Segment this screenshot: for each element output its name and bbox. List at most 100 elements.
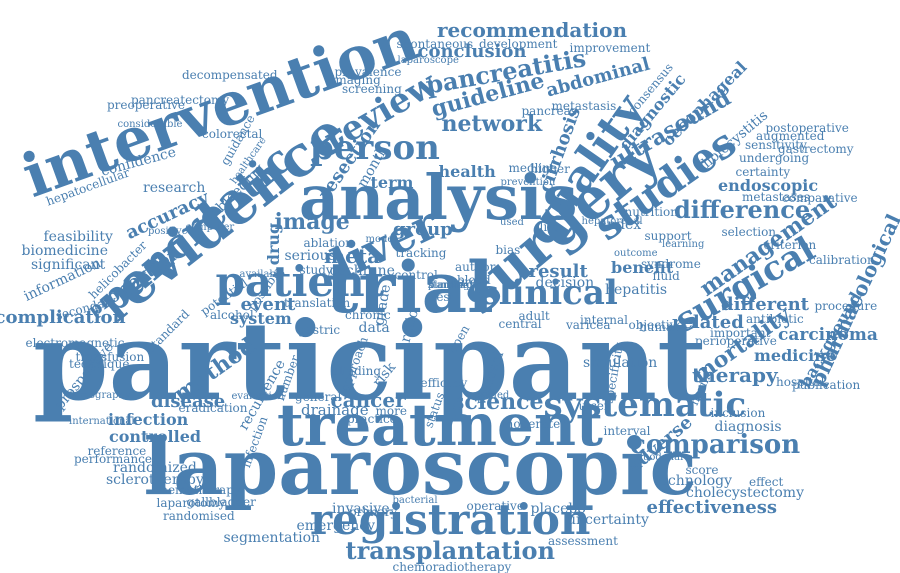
word-general-85: general xyxy=(295,390,342,404)
word-operative-90: operative xyxy=(466,499,524,513)
word-inclusion-181: inclusion xyxy=(710,406,766,420)
word-criterion-99: criterion xyxy=(763,238,817,252)
word-difference-26: difference xyxy=(674,195,811,224)
word-randomized-56: randomized xyxy=(113,460,197,476)
word-performance-97: performance xyxy=(74,452,153,466)
word-computer-187: computer xyxy=(185,222,235,233)
word-standard-212: standard xyxy=(427,280,473,291)
word-network-21: network xyxy=(441,111,543,137)
word-metastases-108: metastases xyxy=(742,190,811,204)
word-serious-83: serious xyxy=(284,248,336,264)
word-higher-207: higher xyxy=(530,162,570,176)
word-procedure-101: procedure xyxy=(814,299,878,313)
word-related-50: related xyxy=(672,312,744,333)
word-learning-201: learning xyxy=(662,239,705,250)
word-image-32: image xyxy=(274,209,350,235)
word-considerable-127: considerable xyxy=(117,119,183,130)
word-carcinoma-49: carcinoma xyxy=(778,324,878,345)
word-outcome-200: outcome xyxy=(614,248,658,259)
word-trial-6: trial xyxy=(326,246,494,329)
word-uncertainty-60: uncertainty xyxy=(567,512,649,528)
word-study-165: study xyxy=(299,263,333,277)
word-screening-116: screening xyxy=(342,82,402,96)
word-international-134: international xyxy=(69,416,135,427)
word-spontaneous-118: spontaneous xyxy=(396,37,474,51)
word-publication-100: publication xyxy=(792,378,861,392)
word-effectiveness-41: effectiveness xyxy=(646,497,778,518)
word-different-47: different xyxy=(721,294,809,315)
word-development-119: development xyxy=(479,37,558,51)
word-comparison-25: comparison xyxy=(630,430,801,460)
word-benefit-71: benefit xyxy=(611,258,674,277)
word-postoperative-110: postoperative xyxy=(765,121,849,135)
word-life-158: life xyxy=(539,220,559,234)
word-model-167: model xyxy=(365,234,397,245)
word-term-162: term xyxy=(370,173,414,192)
word-control-155: control xyxy=(394,268,438,282)
word-decision-141: decision xyxy=(535,275,595,291)
word-funding-210: funding xyxy=(430,280,470,291)
word-chemoradiotherapy-65: chemoradiotherapy xyxy=(392,560,512,573)
word-decompensated-80: decompensated xyxy=(182,68,278,82)
word-group-69: group xyxy=(393,219,453,240)
word-drug-163: drug xyxy=(264,222,284,266)
word-antibiotic-103: antibiotic xyxy=(746,312,804,326)
word-cholecystectomy-59: cholecystectomy xyxy=(686,485,804,501)
word-biomedicine-75: biomedicine xyxy=(21,243,109,259)
word-recommendation-22: recommendation xyxy=(437,18,628,42)
word-varicea-145: varicea xyxy=(566,318,611,332)
word-gallbladder-63: gallbladder xyxy=(186,495,256,509)
word-significant-77: significant xyxy=(31,257,106,273)
word-nutrition-198: nutrition xyxy=(624,205,678,219)
word-planning-211: planning xyxy=(428,280,473,291)
word-analysis-5: analysis xyxy=(299,161,578,234)
word-perioperative-179: perioperative xyxy=(695,334,777,348)
word-data-166: data xyxy=(358,320,390,336)
word-transfusion-130: transfusion xyxy=(75,350,145,364)
word-emergency-61: emergency xyxy=(296,518,376,534)
word-infection-54: infection xyxy=(108,410,189,429)
word-gastrectomy-112: gastrectomy xyxy=(778,142,854,156)
word-score-173: score xyxy=(685,463,719,477)
word-drainage-84: drainage xyxy=(301,400,369,419)
word-positive-188: positive xyxy=(148,226,188,237)
word-patient-11: patient xyxy=(215,257,385,306)
word-prevalence-117: prevalence xyxy=(334,65,402,79)
word-primary-89: primary xyxy=(349,505,398,519)
word-preoperative-126: preoperative xyxy=(107,98,185,112)
word-undergoing-106: undergoing xyxy=(739,151,810,165)
word-cochrane-164: cochrane xyxy=(329,263,395,279)
word-registration-9: registration xyxy=(310,495,591,544)
word-endoscopic-46: endoscopic xyxy=(718,176,819,195)
word-effect-172: effect xyxy=(749,475,784,489)
word-transplantation-27: transplantation xyxy=(345,536,555,565)
word-electromagnetic-132: electromagnetic xyxy=(25,336,125,350)
word-metastasis-184: metastasis xyxy=(551,99,617,113)
word-central-146: central xyxy=(498,317,542,331)
word-practice-150: practice xyxy=(347,412,397,426)
word-technique-128: technique xyxy=(69,357,130,371)
word-event-66: event xyxy=(240,294,296,315)
word-science-34: science xyxy=(452,389,544,415)
word-calibration-102: calibration xyxy=(809,253,875,267)
word-index-197: index xyxy=(602,217,642,233)
word-blood-156: blood xyxy=(457,273,491,287)
word-hepatitis-142: hepatitis xyxy=(605,282,668,298)
word-meta-36: meta xyxy=(324,244,381,268)
word-blinding-193: blinding xyxy=(331,364,382,378)
word-pancreas-183: pancreas xyxy=(521,104,577,118)
word-assessment-92: assessment xyxy=(548,534,618,548)
word-guided-195: guided xyxy=(474,390,510,401)
word-selection-114: selection xyxy=(721,225,777,239)
word-segmentation-64: segmentation xyxy=(223,530,321,546)
word-medicine-51: medicine xyxy=(754,346,837,365)
word-research-72: research xyxy=(143,180,206,196)
word-reference-96: reference xyxy=(87,444,147,458)
word-placebo-91: placebo xyxy=(530,501,586,517)
word-cancer-35: cancer xyxy=(330,388,406,412)
word-objective-177: objective xyxy=(628,318,684,332)
word-person-12: person xyxy=(310,128,440,168)
word-chemotherapy-94: chemotherapy xyxy=(153,483,241,497)
word-diagnosis-53: diagnosis xyxy=(714,419,782,435)
